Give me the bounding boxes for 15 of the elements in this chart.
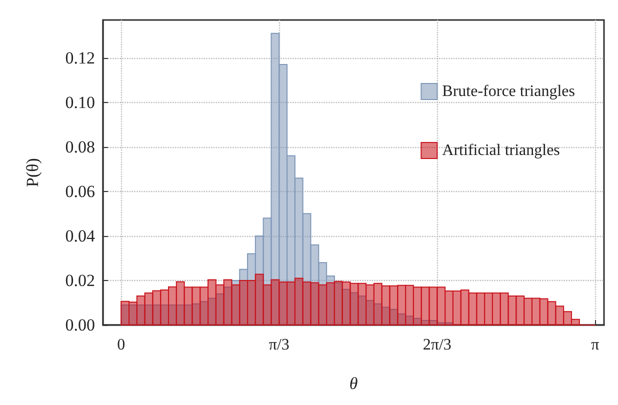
legend-label: Brute-force triangles [442, 83, 575, 100]
y-tick-label: 0.08 [65, 137, 95, 156]
y-axis-title: P(θ) [23, 158, 42, 187]
x-tick-label: π [591, 336, 600, 354]
x-tick-label: 2π/3 [422, 336, 452, 354]
x-tick-label: π/3 [268, 336, 290, 354]
y-tick-label: 0.10 [65, 92, 95, 112]
legend-label: Artificial triangles [442, 142, 560, 159]
x-axis-title: θ [349, 374, 358, 393]
y-tick-label: 0.12 [65, 48, 95, 68]
y-tick-label: 0.02 [65, 270, 95, 290]
y-tick-label: 0.00 [65, 316, 95, 334]
y-tick-label: 0.06 [65, 182, 95, 201]
x-tick-label: 0 [117, 336, 126, 354]
y-tick-label: 0.04 [65, 226, 96, 246]
